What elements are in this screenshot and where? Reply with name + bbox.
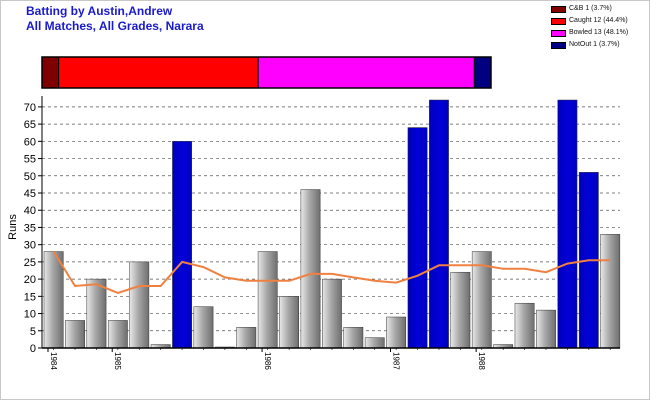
score-bar	[107, 320, 128, 349]
average-line	[52, 251, 611, 294]
score-bar	[300, 189, 321, 349]
dismissal-bar-border	[41, 56, 492, 89]
y-tick-label: 15	[24, 291, 36, 303]
chart-subtitle: All Matches, All Grades, Narara	[26, 19, 204, 33]
legend-item-notout: NotOut 1 (3.7%)	[548, 40, 648, 52]
score-bar	[364, 337, 385, 349]
legend-item-bowled: Bowled 13 (48.1%)	[548, 28, 648, 40]
x-tick-label: 1985	[113, 352, 122, 370]
x-tick-label: 1986	[263, 352, 272, 370]
legend-item-caught: Caught 12 (44.4%)	[548, 16, 648, 28]
dismissal-segment-notout	[473, 56, 492, 89]
y-tick-label: 10	[24, 309, 36, 321]
score-bar	[65, 320, 85, 349]
y-tick-label: 65	[24, 119, 36, 131]
y-tick-label: 40	[24, 205, 36, 217]
legend-swatch-caught	[551, 18, 566, 25]
score-bar-not-out	[407, 127, 428, 349]
legend-swatch-bowled	[551, 30, 566, 37]
dismissal-bar	[41, 56, 492, 89]
y-tick-label: 0	[30, 343, 36, 355]
score-bar	[257, 251, 278, 349]
legend-item-cb: C&B 1 (3.7%)	[548, 4, 648, 16]
y-tick-label: 45	[24, 188, 36, 200]
y-tick-labels: 0 5 10 15 20 25 30 35 40 45 50 55 60 65 70	[24, 102, 42, 355]
score-bar	[536, 309, 556, 349]
score-bar	[43, 251, 64, 349]
x-tick-label: 1987	[392, 352, 401, 370]
chart-title: Batting by Austin,Andrew	[26, 4, 173, 18]
y-axis-label: Runs	[7, 214, 19, 240]
score-bars	[43, 99, 621, 349]
dismissal-segment-caught	[58, 56, 259, 89]
x-tick-labels: 1984 1985 1986 1987 1988	[47, 348, 611, 370]
y-tick-label: 25	[24, 257, 36, 269]
legend-label-caught: Caught 12 (44.4%)	[569, 17, 628, 24]
score-bar	[343, 327, 364, 349]
x-tick-label: 1988	[477, 352, 486, 370]
y-tick-label: 30	[24, 240, 36, 252]
y-tick-label: 60	[24, 136, 36, 148]
legend: C&B 1 (3.7%) Caught 12 (44.4%) Bowled 13…	[548, 4, 648, 52]
score-bar-not-out	[172, 141, 192, 349]
dismissal-segment-bowled	[257, 56, 475, 89]
score-bar	[86, 278, 107, 349]
score-bar-not-out	[557, 99, 578, 349]
legend-swatch-notout	[551, 42, 566, 49]
score-bar	[279, 296, 299, 349]
score-bar	[236, 327, 257, 349]
axes	[41, 96, 620, 349]
legend-label-cb: C&B 1 (3.7%)	[569, 5, 612, 12]
legend-swatch-cb	[551, 6, 566, 13]
y-tick-label: 70	[24, 102, 36, 114]
score-bar-not-out	[429, 99, 449, 349]
average-line-path	[52, 251, 611, 294]
dismissal-segment-cb	[41, 56, 60, 89]
score-bar	[322, 278, 342, 349]
y-tick-label: 50	[24, 171, 36, 183]
score-bar	[129, 261, 150, 349]
score-bar	[450, 271, 471, 349]
legend-label-bowled: Bowled 13 (48.1%)	[569, 29, 629, 36]
y-tick-label: 5	[30, 326, 36, 338]
legend-label-notout: NotOut 1 (3.7%)	[569, 41, 620, 48]
score-bar	[386, 316, 407, 349]
y-tick-label: 55	[24, 154, 36, 166]
y-tick-label: 35	[24, 222, 36, 234]
score-bar	[600, 234, 621, 349]
y-tick-label: 20	[24, 274, 36, 286]
x-tick-label: 1984	[49, 352, 58, 370]
score-bar	[193, 306, 214, 349]
score-bar	[514, 302, 535, 349]
